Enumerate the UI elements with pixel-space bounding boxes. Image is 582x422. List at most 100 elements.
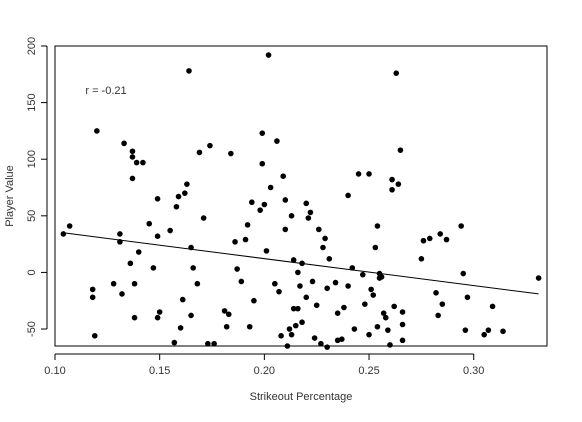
data-point <box>188 244 194 251</box>
data-point <box>295 269 301 276</box>
x-tick-label: 0.20 <box>254 365 275 377</box>
data-point <box>290 305 297 312</box>
x-axis-label: Strikeout Percentage <box>250 391 353 403</box>
y-tick-label: 100 <box>26 150 38 168</box>
data-point <box>481 331 487 338</box>
data-point <box>303 200 310 207</box>
data-point <box>131 314 138 321</box>
y-tick-label: 50 <box>26 210 38 222</box>
data-point <box>129 154 136 160</box>
data-points <box>60 52 542 350</box>
data-point <box>263 248 270 254</box>
data-point <box>399 321 406 328</box>
data-point <box>184 181 190 187</box>
data-point <box>299 319 305 326</box>
data-point <box>284 343 291 349</box>
data-point <box>121 140 127 147</box>
data-point <box>322 235 328 242</box>
data-point <box>437 231 444 237</box>
data-point <box>395 181 402 187</box>
data-point <box>313 302 320 309</box>
data-point <box>318 340 324 347</box>
x-tick-label: 0.10 <box>44 365 65 377</box>
data-point <box>234 266 240 272</box>
data-point <box>315 226 322 233</box>
data-point <box>228 150 234 157</box>
data-point <box>426 235 433 242</box>
data-point <box>154 196 161 202</box>
y-tick-label: 200 <box>26 37 38 55</box>
data-point <box>433 289 439 296</box>
data-point <box>91 333 98 339</box>
data-point <box>374 223 381 229</box>
data-point <box>242 236 249 243</box>
data-point <box>257 207 263 213</box>
data-point <box>274 138 280 144</box>
data-point <box>156 309 163 315</box>
data-point <box>265 52 272 58</box>
data-point <box>391 303 397 310</box>
data-point <box>443 236 450 243</box>
data-point <box>372 244 379 251</box>
data-point <box>334 310 341 316</box>
data-point <box>146 220 153 227</box>
data-point <box>117 239 123 245</box>
data-point <box>133 159 140 166</box>
data-point <box>366 171 372 177</box>
data-point <box>278 333 284 339</box>
data-point <box>221 308 228 314</box>
data-point <box>366 331 372 338</box>
data-point <box>207 142 213 149</box>
data-point <box>341 304 347 311</box>
data-point <box>389 176 395 183</box>
data-point <box>292 322 299 329</box>
y-tick-label: -50 <box>26 321 38 337</box>
data-point <box>200 215 207 221</box>
data-point <box>288 213 295 219</box>
data-point <box>324 285 330 292</box>
y-tick-label: 0 <box>26 269 38 275</box>
data-point <box>374 323 381 330</box>
data-point <box>150 265 157 271</box>
data-point <box>135 249 142 255</box>
data-point <box>182 190 188 196</box>
data-point <box>232 239 238 245</box>
data-point <box>188 312 194 319</box>
data-point <box>345 192 351 199</box>
data-point <box>435 312 441 319</box>
data-point <box>282 226 289 233</box>
data-point <box>249 199 255 206</box>
data-point <box>439 301 446 307</box>
data-point <box>205 340 211 347</box>
data-point <box>259 160 266 167</box>
data-point <box>244 222 251 228</box>
data-point <box>154 233 161 239</box>
data-point <box>186 68 192 74</box>
data-point <box>362 301 368 307</box>
data-point <box>280 173 287 179</box>
data-point <box>458 223 464 229</box>
data-point <box>272 280 278 287</box>
data-point <box>211 340 217 347</box>
data-point <box>351 326 358 332</box>
data-point <box>378 274 385 280</box>
data-point <box>368 286 374 293</box>
data-point <box>359 271 366 278</box>
data-point <box>238 278 245 285</box>
data-point <box>324 344 330 350</box>
correlation-annotation: r = -0.21 <box>85 85 126 97</box>
data-point <box>295 305 301 312</box>
data-point <box>418 256 425 262</box>
data-point <box>89 294 96 301</box>
x-tick-label: 0.25 <box>358 365 379 377</box>
data-point <box>129 148 136 155</box>
data-point <box>190 265 196 271</box>
data-point <box>345 283 351 289</box>
data-point <box>261 201 268 208</box>
data-point <box>173 203 180 210</box>
data-point <box>535 275 542 281</box>
data-point <box>311 335 318 341</box>
data-point <box>299 260 305 267</box>
